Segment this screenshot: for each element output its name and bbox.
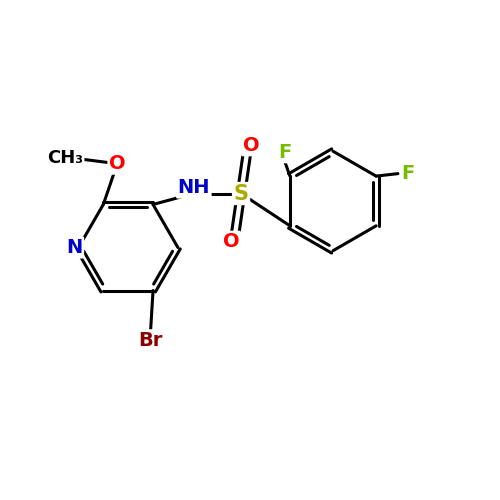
Text: F: F [278,142,291,162]
Text: F: F [402,164,414,183]
Text: O: O [109,154,126,173]
Text: S: S [234,184,248,204]
Text: N: N [66,238,82,257]
Text: NH: NH [178,178,210,197]
Text: Br: Br [138,331,162,350]
Text: O: O [242,136,260,155]
Text: CH₃: CH₃ [47,148,83,166]
Text: O: O [223,232,240,251]
